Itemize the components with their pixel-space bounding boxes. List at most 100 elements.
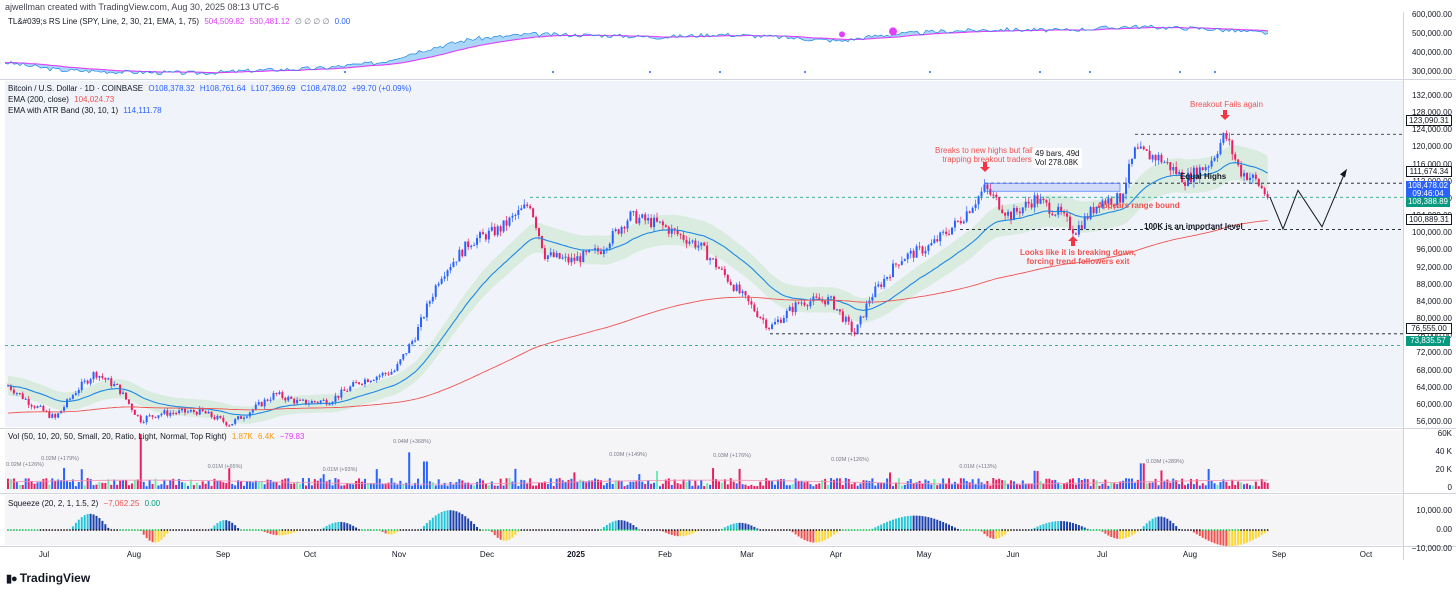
squeeze-bar [98, 518, 101, 530]
candle-body [110, 378, 113, 386]
candle-body [1145, 149, 1148, 151]
vol-bar [110, 484, 113, 489]
squeeze-bar [691, 530, 694, 534]
rs-dot-4 [719, 71, 721, 73]
vol-bar [284, 478, 287, 489]
squeeze-dot [756, 529, 759, 531]
squeeze-dot [393, 529, 396, 531]
vol-legend[interactable]: Vol (50, 10, 20, 50, Small, 20, Ratio, L… [8, 431, 304, 442]
main-legend[interactable]: Bitcoin / U.S. Dollar · 1D · COINBASE O1… [8, 83, 411, 116]
squeeze-dot [691, 529, 694, 531]
annot-range-bound: Appears range bound [1097, 201, 1180, 210]
squeeze-legend[interactable]: Squeeze (20, 2, 1, 1.5, 2) −7,062.25 0.0… [8, 498, 160, 509]
squeeze-dot [305, 529, 307, 531]
squeeze-dot [246, 529, 248, 531]
candle-body [853, 331, 856, 335]
squeeze-dot [700, 529, 703, 531]
candle-body [422, 317, 425, 319]
ema-lines [7, 162, 1268, 416]
candle-body [838, 309, 841, 312]
squeeze-bar [1257, 530, 1260, 537]
rs-legend[interactable]: TL&#039;s RS Line (SPY, Line, 2, 30, 21,… [8, 16, 350, 27]
squeeze-dot [1004, 529, 1006, 531]
squeeze-dot [1125, 529, 1127, 531]
squeeze-dot [712, 529, 714, 531]
rs-dot-2 [552, 71, 554, 73]
candle-body [897, 264, 900, 266]
squeeze-bar [803, 530, 806, 540]
squeeze-pane-bg [5, 495, 1403, 545]
candle-body [664, 225, 667, 227]
candle-body [1045, 200, 1048, 203]
squeeze-dot [154, 529, 157, 531]
candle-body [355, 382, 358, 384]
squeeze-dot [77, 529, 80, 531]
vol-bar [838, 478, 841, 489]
squeeze-legend-name: Squeeze (20, 2, 1, 1.5, 2) [8, 499, 99, 508]
candle-body [51, 414, 54, 418]
vol-bar [399, 480, 402, 489]
main-axis-label-13: 80,000.00 [1416, 314, 1452, 324]
squeeze-dot [1204, 529, 1207, 531]
squeeze-dot [322, 529, 325, 531]
vol-bar [1021, 480, 1024, 489]
candle-body [1033, 195, 1036, 208]
candle-body [1178, 171, 1181, 175]
squeeze-bar [322, 527, 325, 530]
vol-bar [396, 484, 399, 489]
candle-body [915, 246, 918, 258]
candle-body [856, 324, 859, 335]
candle-body [788, 306, 791, 311]
tradingview-logo[interactable]: ▮● TradingView [6, 571, 90, 585]
vol-bar [116, 484, 119, 489]
squeeze-dot [423, 529, 425, 531]
candle-body [1266, 194, 1269, 198]
rs-dot-5 [804, 71, 806, 73]
squeeze-dot [1060, 529, 1063, 531]
candle-body [980, 191, 983, 197]
squeeze-bar [1204, 530, 1207, 540]
candle-body [127, 399, 130, 404]
squeeze-dot [620, 529, 623, 531]
squeeze-dot [883, 529, 886, 531]
squeeze-bar [1116, 530, 1119, 539]
vol-bar [741, 484, 744, 489]
squeeze-dot [673, 529, 676, 531]
vol-bar [538, 483, 540, 489]
squeeze-dot [986, 529, 989, 531]
squeeze-bar [667, 530, 670, 535]
squeeze-dot [797, 529, 800, 531]
squeeze-dot [959, 529, 962, 531]
candle-body [599, 251, 602, 255]
candle-body [676, 230, 679, 235]
squeeze-dot [874, 529, 877, 531]
squeeze-dot [426, 529, 428, 531]
squeeze-bar [269, 530, 272, 534]
vol-bar [1030, 483, 1033, 489]
candle-body [166, 410, 169, 416]
vol-bar [959, 478, 962, 489]
candle-body [66, 399, 68, 408]
candle-body [765, 319, 768, 328]
vol-bar [1189, 478, 1192, 489]
vol-bar [1231, 479, 1234, 489]
squeeze-bar [381, 530, 384, 532]
squeeze-dot [405, 529, 408, 531]
candle-body [1195, 167, 1198, 179]
candle-body [234, 419, 237, 424]
vol-bar [54, 480, 57, 489]
vol-bar [1175, 480, 1178, 489]
vol-bar [269, 479, 272, 489]
squeeze-bar [346, 523, 349, 530]
squeeze-dot [608, 529, 611, 531]
squeeze-dot [228, 529, 231, 531]
squeeze-bar [493, 530, 496, 536]
squeeze-dot [821, 529, 824, 531]
vol-bar [57, 479, 60, 489]
squeeze-dot [72, 529, 74, 531]
squeeze-dot [39, 529, 42, 531]
squeeze-dot [308, 529, 310, 531]
ema30-line [7, 162, 1268, 416]
candle-body [1057, 206, 1060, 215]
